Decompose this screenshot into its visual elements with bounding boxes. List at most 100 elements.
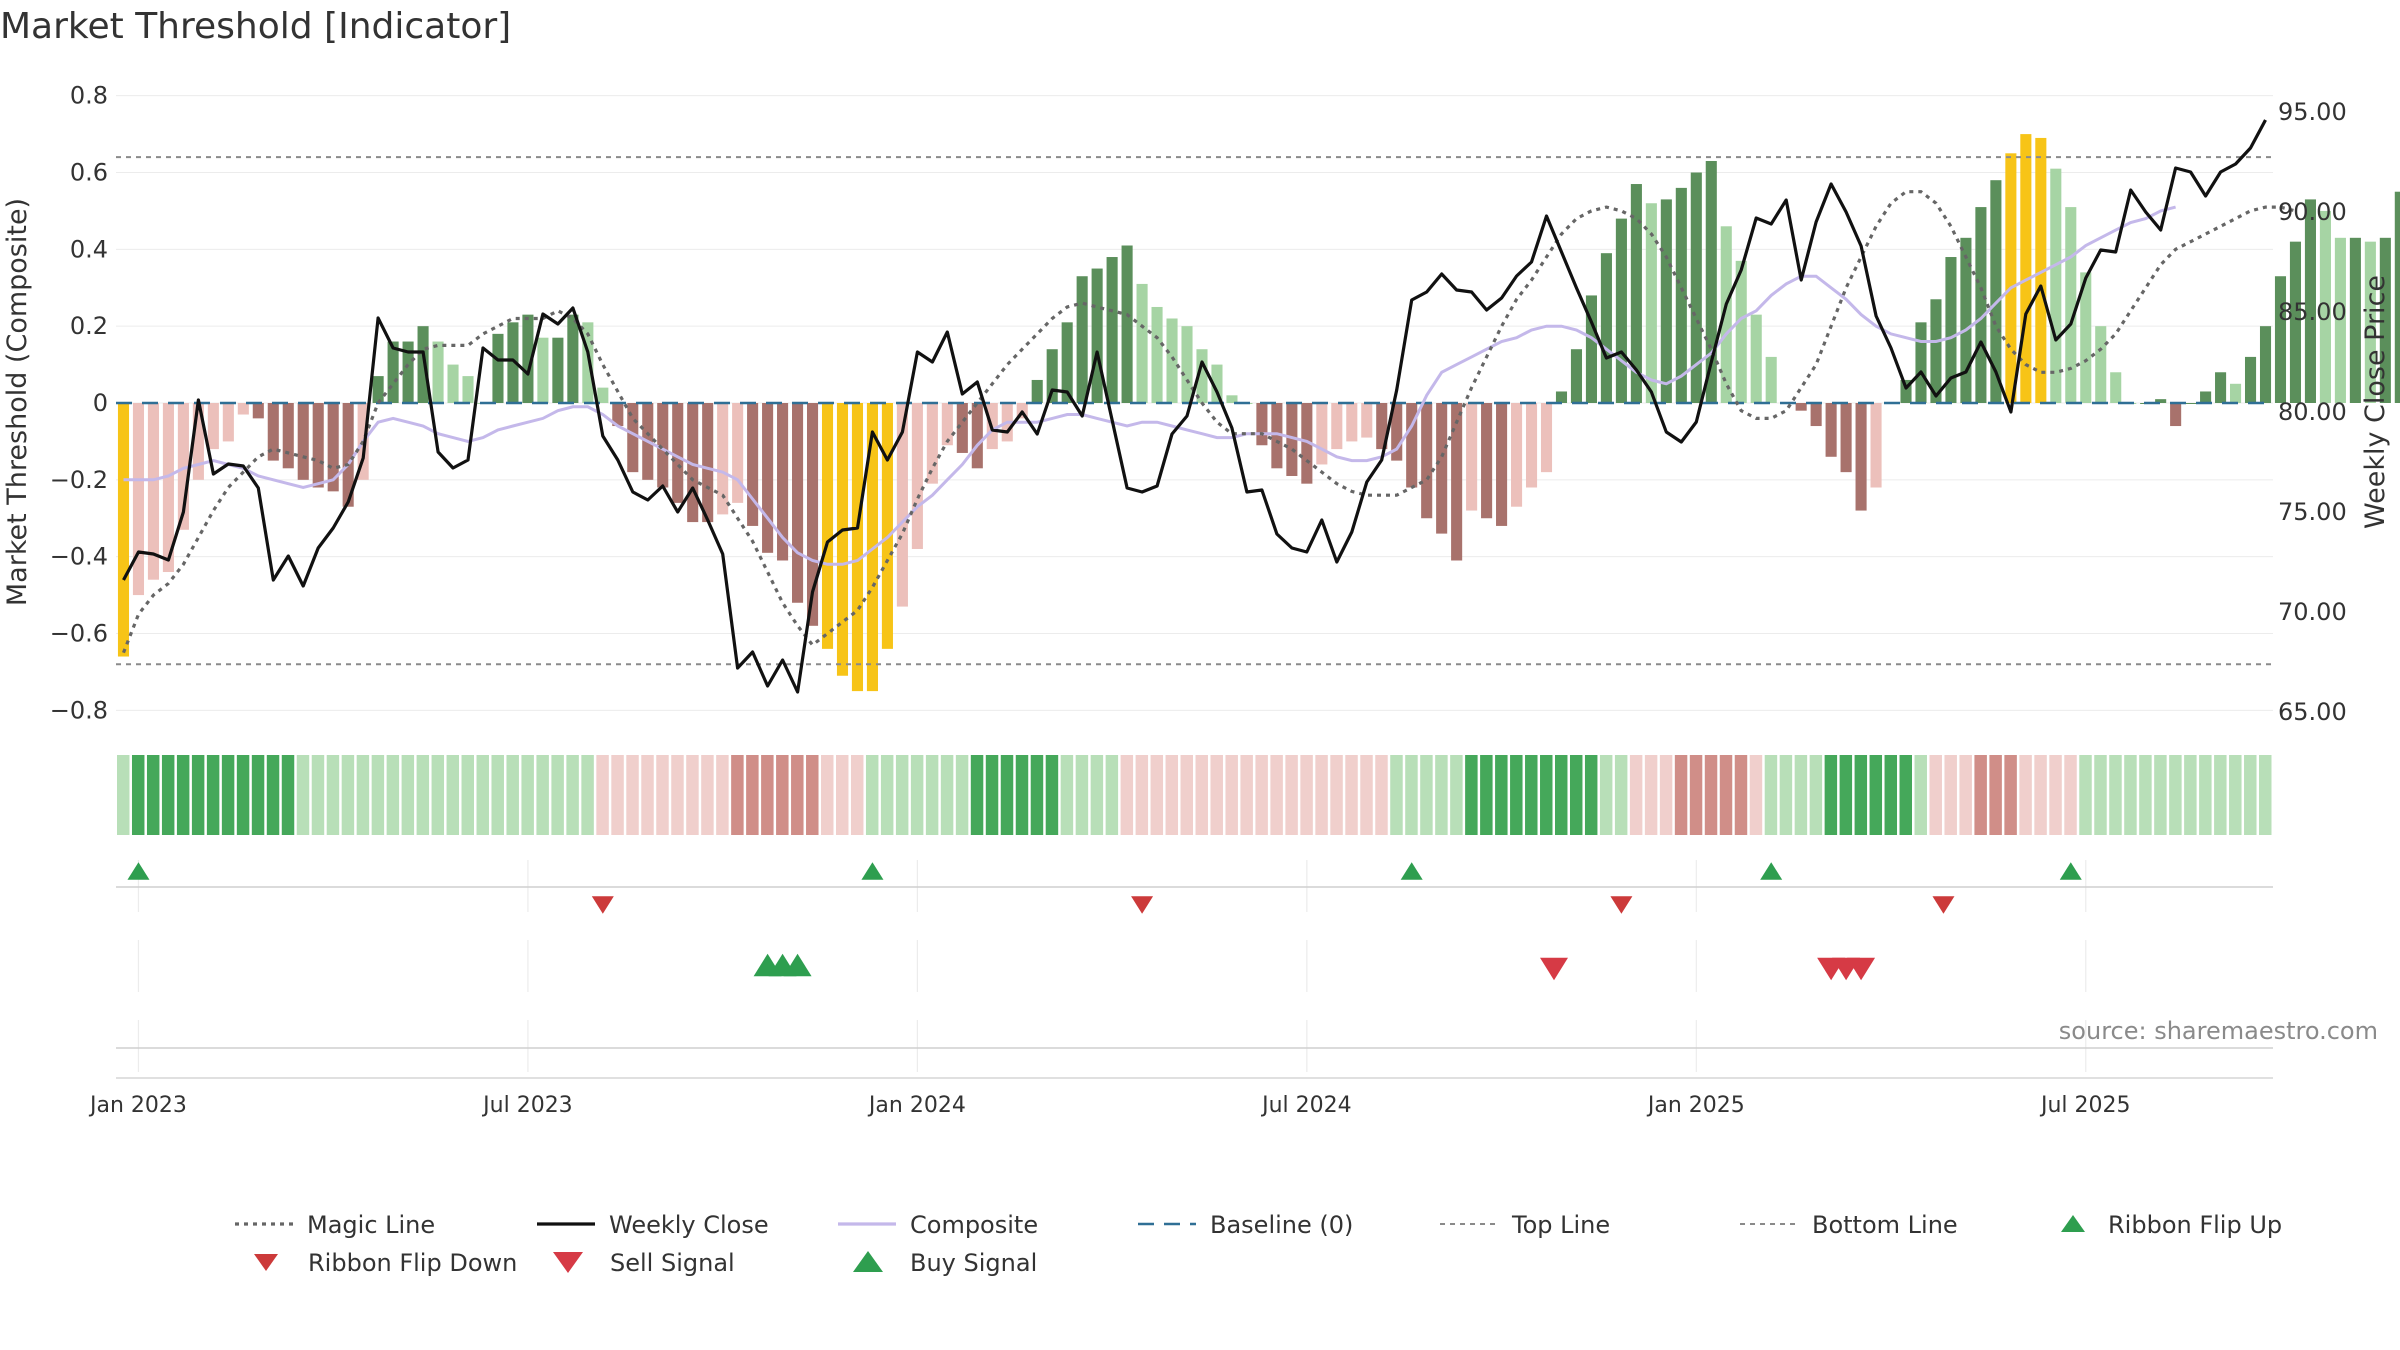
composite-bar: [2244, 356, 2257, 403]
composite-bar: [1271, 403, 1283, 469]
ribbon-cell: [1974, 755, 1987, 835]
ribbon-cell: [940, 755, 954, 835]
x-tick-label: Jan 2025: [1646, 1093, 1745, 1118]
ribbon-cell: [356, 755, 370, 835]
ribbon-cell: [1689, 755, 1703, 835]
composite-bar: [1990, 180, 2002, 403]
legend-swatch: [853, 1251, 883, 1272]
composite-bar: [2050, 168, 2062, 403]
ribbon-cell: [1734, 755, 1748, 835]
right-tick-label: 65.00: [2278, 698, 2347, 726]
weekly-close-line: [122, 119, 2267, 694]
x-tick-label: Jul 2025: [2039, 1093, 2131, 1118]
composite-bar: [1600, 253, 1612, 403]
ribbon-cell: [1929, 755, 1942, 835]
ribbon-cell: [746, 755, 759, 835]
legend-label: Bottom Line: [1812, 1211, 1958, 1239]
composite-bar: [282, 403, 294, 469]
composite-bar: [1900, 379, 1912, 403]
composite-bar: [252, 403, 264, 419]
ribbon-cell: [1225, 755, 1238, 835]
ribbon-cell: [1195, 755, 1208, 835]
composite-bar: [1735, 260, 1747, 403]
signal-rows: [116, 860, 2273, 1072]
composite-bar: [1376, 403, 1388, 450]
ribbon-cell: [2259, 755, 2272, 835]
ribbon-cell: [1809, 755, 1823, 835]
composite-bar: [896, 403, 908, 607]
ribbon-cell: [836, 755, 849, 835]
ribbon-cell: [1135, 755, 1149, 835]
ribbon-cell: [1345, 755, 1358, 835]
ribbon-cell: [1300, 755, 1313, 835]
composite-bar: [911, 403, 923, 549]
ribbon-cell: [266, 755, 280, 835]
ribbon-cell: [1270, 755, 1283, 835]
composite-bar: [792, 403, 804, 603]
ribbon-cell: [1914, 755, 1927, 835]
composite-bar: [2364, 241, 2376, 403]
composite-bar: [207, 403, 219, 450]
composite-bar: [1226, 395, 1238, 403]
ribbon-cell: [1899, 755, 1912, 835]
ribbon-cell: [641, 755, 654, 835]
ribbon-cell: [1375, 755, 1388, 835]
ribbon-cell: [1584, 755, 1598, 835]
composite-bar: [192, 403, 204, 480]
composite-bar: [2230, 383, 2242, 403]
ribbon-cell: [1959, 755, 1972, 835]
ribbon-cell: [701, 755, 714, 835]
left-axis-label: Market Threshold (Composite): [2, 198, 33, 606]
ribbon-cell: [1510, 755, 1523, 835]
composite-bar: [267, 403, 279, 461]
composite-bar: [881, 403, 893, 649]
ribbon-cell: [206, 755, 220, 835]
ribbon-cell: [910, 755, 924, 835]
ribbon-cell: [970, 755, 984, 835]
ribbon-cell: [791, 755, 804, 835]
ribbon-cell: [1839, 755, 1853, 835]
composite-bar: [1406, 403, 1418, 488]
ribbon-cell: [1989, 755, 2002, 835]
composite-bar: [1436, 403, 1448, 534]
composite-bar: [1825, 403, 1837, 457]
ribbon-cell: [1210, 755, 1223, 835]
composite-bar: [672, 403, 684, 503]
ribbon-cell: [895, 755, 909, 835]
left-tick-label: −0.8: [50, 696, 108, 724]
composite-bar: [2289, 241, 2302, 403]
composite-bar: [2020, 134, 2032, 403]
legend-item: Magic Line: [235, 1211, 435, 1239]
ribbon-cell: [2229, 755, 2242, 835]
composite-bar: [1870, 403, 1882, 488]
ribbon-cell: [1569, 755, 1583, 835]
composite-bar: [1286, 403, 1298, 476]
composite-bar: [387, 341, 399, 403]
composite-bar: [2304, 199, 2316, 403]
ribbon-cell: [865, 755, 879, 835]
left-tick-label: −0.6: [50, 619, 108, 647]
ribbon-cell: [2169, 755, 2182, 835]
ribbon-cell: [2034, 755, 2047, 835]
ribbon-cell: [1779, 755, 1793, 835]
composite-bar: [222, 403, 234, 442]
composite-bars: [117, 134, 2400, 692]
ribbon-cell: [761, 755, 774, 835]
composite-bar: [2035, 137, 2047, 403]
ribbon-cell: [2049, 755, 2062, 835]
composite-bar: [567, 314, 579, 403]
ribbon-cell: [1659, 755, 1673, 835]
ribbon-cell: [2139, 755, 2152, 835]
composite-bar: [2349, 237, 2361, 403]
composite-bar: [1645, 203, 1657, 403]
composite-bar: [147, 403, 159, 580]
ribbon-cell: [191, 755, 205, 835]
composite-bar: [492, 333, 504, 403]
ribbon-cell: [1749, 755, 1763, 835]
left-tick-label: 0.2: [70, 312, 108, 340]
composite-bar: [2155, 399, 2167, 403]
ribbon-cell: [2199, 755, 2212, 835]
legend-swatch: [2061, 1215, 2085, 1232]
composite-bar: [821, 403, 834, 649]
